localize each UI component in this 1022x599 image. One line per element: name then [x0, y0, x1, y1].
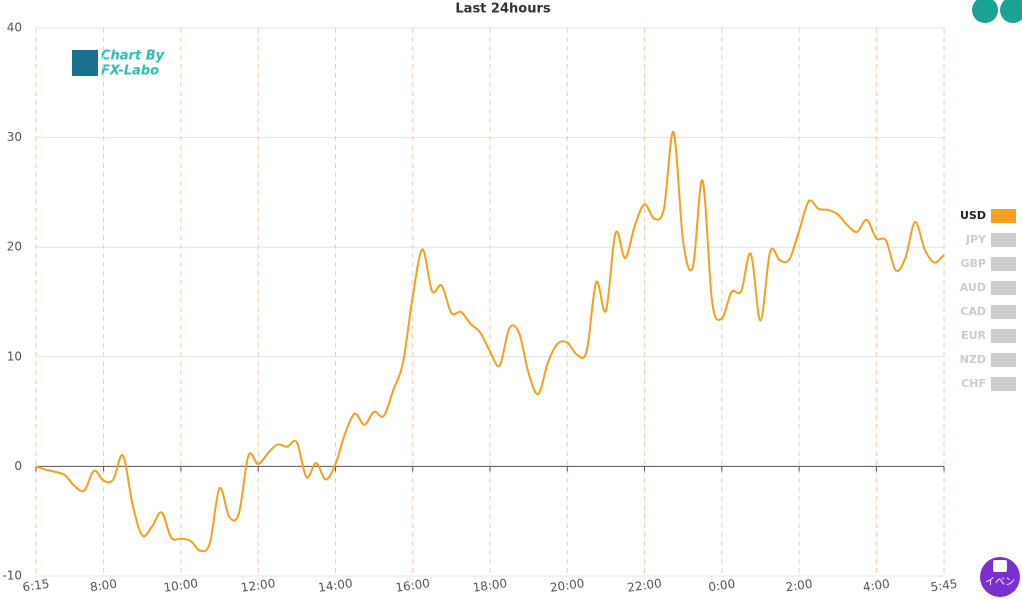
- y-tick-label: 20: [7, 240, 22, 254]
- legend-swatch: [991, 281, 1016, 295]
- y-tick-label: 40: [7, 21, 22, 35]
- event-label[interactable]: イベン: [985, 576, 1015, 588]
- legend-swatch: [991, 377, 1016, 391]
- legend-label: JPY: [965, 233, 987, 246]
- y-tick-label: 30: [7, 130, 22, 144]
- x-tick-label: 0:00: [707, 577, 736, 595]
- logo-icon: [72, 50, 98, 76]
- logo: Chart By FX-Labo: [72, 49, 165, 79]
- x-tick-label: 16:00: [395, 576, 431, 595]
- event-button[interactable]: [980, 557, 1020, 597]
- legend-label: NZD: [960, 353, 986, 366]
- legend-swatch: [991, 233, 1016, 247]
- legend-label: USD: [960, 209, 986, 222]
- event-icon: [993, 560, 1007, 572]
- series-line: [35, 131, 945, 553]
- logo-text: FX-Labo: [101, 64, 159, 79]
- x-tick-label: 22:00: [626, 576, 662, 595]
- x-tick-label: 6:15: [22, 577, 51, 595]
- y-tick-label: 10: [7, 349, 22, 363]
- legend-swatch: [991, 305, 1016, 319]
- legend-label: CHF: [961, 377, 986, 390]
- legend-label: CAD: [960, 305, 986, 318]
- x-tick-label: 18:00: [472, 576, 508, 595]
- x-tick-label: 2:00: [785, 577, 814, 595]
- expand-button[interactable]: [1000, 0, 1022, 23]
- x-tick-label: 8:00: [89, 577, 118, 595]
- legend-swatch: [991, 257, 1016, 271]
- x-tick-label: 14:00: [317, 576, 353, 595]
- x-tick-label: 12:00: [240, 576, 276, 595]
- legend-label: GBP: [961, 257, 986, 270]
- legend-label: EUR: [961, 329, 986, 342]
- y-tick-label: 0: [14, 459, 22, 473]
- legend-swatch: [991, 353, 1016, 367]
- y-tick-label: -10: [2, 569, 22, 583]
- legend-swatch: [991, 329, 1016, 343]
- logo-text: Chart By: [101, 49, 165, 64]
- x-tick-label: 20:00: [549, 576, 585, 595]
- chart-title: Last 24hours: [455, 2, 550, 17]
- x-tick-label: 4:00: [862, 577, 891, 595]
- collapse-button[interactable]: [972, 0, 998, 23]
- legend-label: AUD: [960, 281, 986, 294]
- legend-swatch: [991, 209, 1016, 223]
- x-tick-label: 10:00: [163, 576, 199, 595]
- x-tick-label: 5:45: [930, 577, 959, 595]
